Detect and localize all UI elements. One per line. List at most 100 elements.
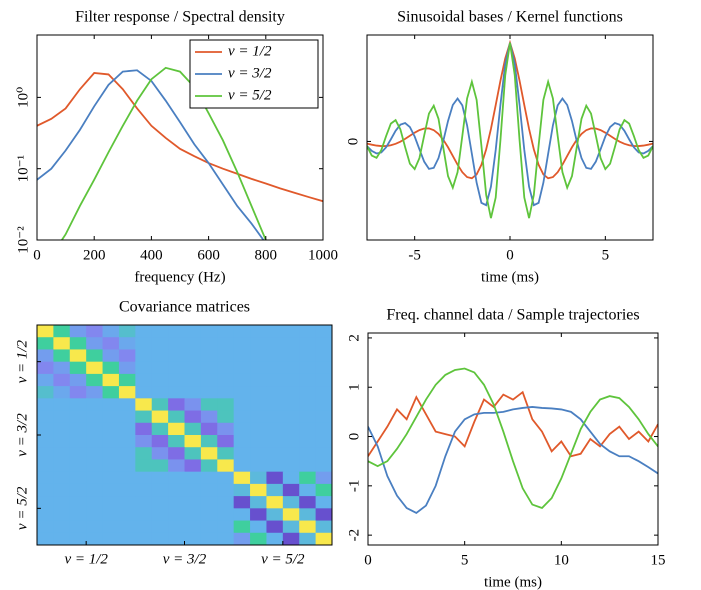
heatmap-cell — [135, 520, 153, 534]
heatmap-cell — [217, 349, 235, 363]
heatmap-cell — [200, 373, 218, 387]
heatmap-cell — [69, 471, 87, 485]
y-tick-label: 10⁻¹ — [15, 155, 31, 182]
heatmap-cell — [168, 337, 185, 350]
heatmap-cell — [299, 325, 317, 338]
plot-frame — [366, 34, 654, 241]
heatmap-cell — [118, 508, 136, 522]
heatmap-cell — [282, 325, 300, 338]
heatmap-cell — [184, 471, 202, 485]
heatmap-cell — [266, 459, 284, 473]
heatmap-cell — [118, 422, 136, 436]
heatmap-cell — [315, 508, 333, 522]
heatmap-cell — [53, 471, 71, 485]
heatmap-cell — [102, 361, 120, 375]
heatmap-cell — [86, 483, 104, 497]
heatmap-cell — [118, 459, 136, 473]
heatmap-cell — [233, 422, 251, 436]
heatmap-cell — [200, 496, 218, 509]
heatmap-cell — [250, 361, 267, 375]
heatmap-cell — [168, 435, 185, 448]
heatmap-cell — [217, 447, 235, 460]
heatmap-cell — [282, 373, 300, 387]
x-tick-label: 600 — [197, 247, 220, 263]
heatmap-cell — [217, 435, 235, 448]
heatmap-cell — [135, 361, 153, 375]
heatmap-cell — [250, 325, 267, 338]
heatmap-cell — [217, 337, 235, 350]
heatmap-cell — [168, 508, 185, 522]
heatmap-cell — [250, 483, 267, 497]
heatmap-cell — [233, 435, 251, 448]
heatmap-cell — [315, 337, 333, 350]
heatmap-cell — [282, 337, 300, 350]
heatmap-cell — [200, 361, 218, 375]
heatmap-cell — [118, 520, 136, 534]
heatmap-cell — [299, 496, 317, 509]
heatmap-cell — [151, 386, 169, 399]
heatmap-cell — [53, 496, 71, 509]
heatmap-cell — [151, 520, 169, 534]
heatmap-cell — [315, 483, 333, 497]
heatmap-cell — [37, 471, 54, 485]
x-tick-label: ν = 3/2 — [163, 551, 207, 567]
heatmap-cell — [282, 349, 300, 363]
heatmap-cell — [151, 496, 169, 509]
heatmap-cell — [53, 410, 71, 424]
heatmap-cell — [200, 508, 218, 522]
heatmap-cell — [69, 422, 87, 436]
heatmap-cell — [53, 422, 71, 436]
heatmap-cell — [118, 325, 136, 338]
heatmap-cell — [200, 435, 218, 448]
heatmap-cell — [315, 386, 333, 399]
x-axis-label: time (ms) — [481, 269, 539, 285]
heatmap-cell — [266, 325, 284, 338]
heatmap-cell — [315, 496, 333, 509]
heatmap-cell — [37, 373, 54, 387]
heatmap-cell — [86, 532, 104, 546]
heatmap-cell — [118, 410, 136, 424]
heatmap-cell — [184, 337, 202, 350]
heatmap-cell — [86, 349, 104, 363]
heatmap-cell — [69, 459, 87, 473]
x-tick-label: 200 — [83, 247, 106, 263]
heatmap-cell — [151, 422, 169, 436]
series-line — [367, 42, 653, 207]
heatmap-cell — [233, 483, 251, 497]
heatmap-cell — [135, 386, 153, 399]
heatmap-cell — [266, 483, 284, 497]
heatmap-cell — [184, 483, 202, 497]
heatmap-cell — [217, 361, 235, 375]
heatmap-cell — [217, 386, 235, 399]
heatmap-cell — [282, 459, 300, 473]
heatmap-cell — [118, 447, 136, 460]
heatmap-cell — [266, 410, 284, 424]
heatmap-cell — [168, 386, 185, 399]
heatmap-cell — [184, 373, 202, 387]
heatmap-cell — [217, 398, 235, 412]
heatmap-cell — [168, 325, 185, 338]
heatmap-cell — [250, 410, 267, 424]
heatmap-cell — [102, 435, 120, 448]
heatmap-cell — [233, 520, 251, 534]
heatmap-cell — [168, 398, 185, 412]
heatmap-cell — [184, 422, 202, 436]
heatmap-cell — [233, 337, 251, 350]
heatmap-cell — [266, 349, 284, 363]
legend-label: ν = 5/2 — [228, 87, 272, 103]
heatmap-cell — [118, 349, 136, 363]
heatmap-cell — [53, 349, 71, 363]
heatmap-cell — [37, 337, 54, 350]
heatmap-cell — [200, 349, 218, 363]
x-tick-label: 800 — [255, 247, 278, 263]
heatmap-cell — [250, 398, 267, 412]
heatmap-cell — [266, 520, 284, 534]
heatmap-cell — [266, 398, 284, 412]
plot-frame — [367, 332, 659, 546]
heatmap-cell — [299, 361, 317, 375]
heatmap-cell — [102, 483, 120, 497]
heatmap-cell — [233, 398, 251, 412]
heatmap-cell — [266, 386, 284, 399]
heatmap-cell — [200, 325, 218, 338]
y-tick-label: ν = 3/2 — [14, 413, 30, 457]
